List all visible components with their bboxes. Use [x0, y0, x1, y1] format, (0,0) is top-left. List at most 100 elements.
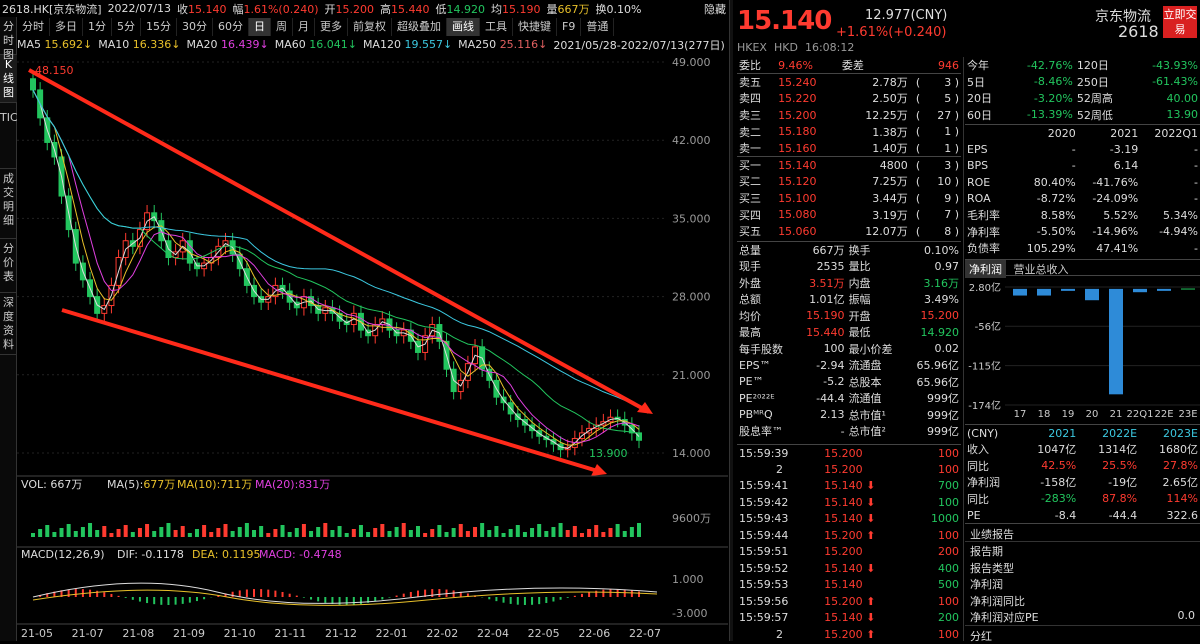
trade-button[interactable]: 立即交易 [1163, 6, 1197, 38]
close-label: 收 [177, 3, 188, 16]
vol-bar [509, 529, 513, 537]
bar-x-tick: 17 [1014, 409, 1027, 420]
macd-bar [189, 597, 191, 603]
tb-more[interactable]: 更多 [315, 18, 348, 36]
vol-bar [366, 532, 370, 537]
perf-row: 5日-8.46%250日-61.43% [965, 74, 1200, 91]
vol-bar [159, 527, 163, 537]
vol-bar [516, 525, 520, 537]
macd-legend: MACD(12,26,9) [21, 548, 105, 561]
vol-bar [630, 527, 634, 537]
panel-splitter[interactable] [729, 0, 733, 641]
vol-bar [231, 531, 235, 537]
report-title: 业绩报告 [965, 524, 1200, 542]
tb-tools[interactable]: 工具 [480, 18, 513, 36]
vol-ma20: MA(20):831万 [255, 478, 330, 491]
ma250-legend: MA250 25.116↓ [458, 38, 547, 51]
ma-legend: MA5 15.692↓ MA10 16.336↓ MA20 16.439↓ MA… [17, 37, 728, 52]
tb-day[interactable]: 日 [249, 18, 271, 36]
macd-bar [560, 597, 562, 600]
vol-bar [416, 526, 420, 537]
bar-x-tick: 23E [1178, 409, 1197, 420]
macd-bar [517, 597, 519, 605]
macd-bar [631, 590, 633, 597]
vol-bar [330, 530, 334, 537]
macd-bar [75, 589, 77, 597]
x-tick: 22-07 [629, 627, 661, 640]
tb-draw[interactable]: 画线 [447, 18, 480, 36]
macd-bar [410, 592, 412, 597]
profit-bar [1037, 289, 1051, 296]
high-label: 高 [380, 3, 391, 16]
tb-month[interactable]: 月 [293, 18, 315, 36]
tb-week[interactable]: 周 [271, 18, 293, 36]
tab-tick[interactable]: TICK [0, 103, 17, 169]
tb-shortcut[interactable]: 快捷键 [513, 18, 557, 36]
macd-bar [524, 597, 526, 605]
macd-bar [531, 597, 533, 605]
tb-f9[interactable]: F9 [557, 18, 581, 36]
macd-tick-top: 1.000 [672, 573, 704, 586]
profit-bar [1181, 289, 1195, 290]
tb-overlay[interactable]: 超级叠加 [392, 18, 447, 36]
vol-bar [623, 531, 627, 537]
tb-60min[interactable]: 60分 [213, 18, 249, 36]
wc-label: 委差 [840, 57, 910, 74]
macd-bar [182, 597, 184, 604]
cny-price: 12.977(CNY) [865, 8, 947, 23]
tb-adjust[interactable]: 前复权 [348, 18, 392, 36]
x-tick: 21-07 [72, 627, 104, 640]
tab-revenue[interactable]: 营业总收入 [1010, 260, 1073, 278]
vol-bar [573, 526, 577, 537]
bar-x-tick: 19 [1062, 409, 1075, 420]
bar-y-tick: -115亿 [968, 360, 1001, 373]
tb-normal[interactable]: 普通 [581, 18, 614, 36]
vol-bar [124, 525, 128, 537]
stock-code: 2618.HK[京东物流] [2, 1, 102, 17]
tb-5min[interactable]: 5分 [112, 18, 141, 36]
tb-multiday[interactable]: 多日 [50, 18, 83, 36]
vol-bar [245, 523, 249, 537]
tb-1min[interactable]: 1分 [83, 18, 112, 36]
tb-15min[interactable]: 15分 [141, 18, 177, 36]
macd-bar [274, 591, 276, 597]
bar-y-tick: -56亿 [975, 320, 1001, 333]
bar-y-tick: -174亿 [968, 399, 1001, 412]
tab-depth[interactable]: 深度资料 [0, 293, 17, 355]
macd-bar [346, 597, 348, 605]
tab-net-profit[interactable]: 净利润 [965, 260, 1006, 278]
tb-30min[interactable]: 30分 [177, 18, 213, 36]
tab-kline[interactable]: K线图 [0, 55, 17, 103]
period-toolbar: 分时 多日 1分 5分 15分 30分 60分 日 周 月 更多 前复权 超级叠… [17, 17, 728, 37]
macd-bar [381, 597, 383, 599]
vol-bar [74, 531, 78, 537]
tb-timeshare[interactable]: 分时 [17, 18, 50, 36]
vol-bar [166, 523, 170, 537]
vol-bar [88, 523, 92, 537]
tab-price-table[interactable]: 分价表 [0, 239, 17, 293]
vol-bar [480, 523, 484, 537]
vol-bar [117, 529, 121, 537]
macd-bar [538, 597, 540, 604]
tab-timeshare[interactable]: 分时图 [0, 17, 17, 55]
hide-button[interactable]: 隐藏 [704, 1, 726, 17]
macd-bar [296, 596, 298, 597]
vol-bar [95, 530, 99, 537]
macd-bar [103, 592, 105, 597]
vol-bar [152, 531, 156, 537]
macd-bar [602, 590, 604, 597]
tab-deals[interactable]: 成交明细 [0, 169, 17, 239]
kline-chart[interactable]: 48.150 13.900 49.00042.00035.00028.00021… [17, 52, 728, 641]
